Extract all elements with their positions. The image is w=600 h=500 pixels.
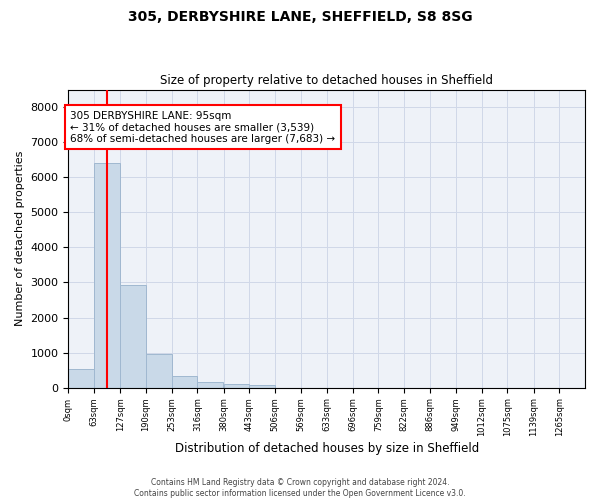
- Bar: [94, 162, 120, 388]
- Text: 305 DERBYSHIRE LANE: 95sqm
← 31% of detached houses are smaller (3,539)
68% of s: 305 DERBYSHIRE LANE: 95sqm ← 31% of deta…: [70, 110, 335, 144]
- Text: 305, DERBYSHIRE LANE, SHEFFIELD, S8 8SG: 305, DERBYSHIRE LANE, SHEFFIELD, S8 8SG: [128, 10, 472, 24]
- Bar: [250, 386, 275, 388]
- Y-axis label: Number of detached properties: Number of detached properties: [15, 151, 25, 326]
- Text: Contains HM Land Registry data © Crown copyright and database right 2024.
Contai: Contains HM Land Registry data © Crown c…: [134, 478, 466, 498]
- Bar: [120, 286, 146, 388]
- Bar: [224, 384, 250, 388]
- X-axis label: Distribution of detached houses by size in Sheffield: Distribution of detached houses by size …: [175, 442, 479, 455]
- Bar: [68, 369, 94, 388]
- Bar: [146, 354, 172, 388]
- Bar: [172, 376, 197, 388]
- Title: Size of property relative to detached houses in Sheffield: Size of property relative to detached ho…: [160, 74, 493, 87]
- Bar: [197, 382, 223, 388]
